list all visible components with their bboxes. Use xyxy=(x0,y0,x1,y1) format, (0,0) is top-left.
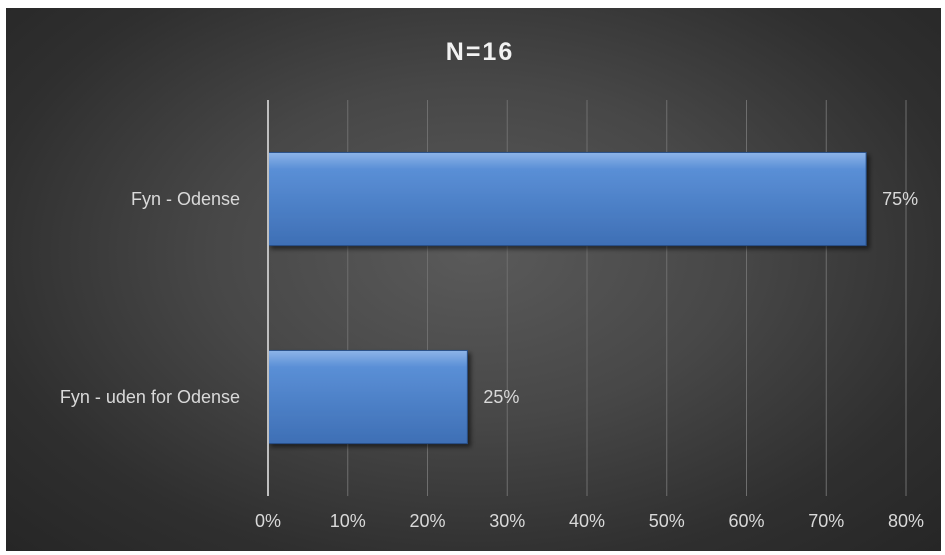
bar xyxy=(268,350,467,443)
x-tick-label: 70% xyxy=(808,511,844,531)
x-tick-label: 20% xyxy=(409,511,445,531)
bar xyxy=(268,152,866,245)
data-label: 25% xyxy=(483,387,519,407)
x-tick-label: 10% xyxy=(330,511,366,531)
x-tick-label: 80% xyxy=(888,511,924,531)
x-tick-label: 50% xyxy=(649,511,685,531)
chart-title: N=16 xyxy=(446,38,514,66)
x-tick-label: 0% xyxy=(255,511,281,531)
x-tick-label: 30% xyxy=(489,511,525,531)
category-label: Fyn - Odense xyxy=(131,189,240,209)
x-tick-label: 60% xyxy=(728,511,764,531)
chart-area: N=16 0% 10% 20% 30% 40% 50% 60% 70% 80% Fyn - Ode… xyxy=(6,8,941,551)
category-label: Fyn - uden for Odense xyxy=(60,387,240,407)
bar-chart: N=16 0% 10% 20% 30% 40% 50% 60% 70% 80% Fyn - Ode… xyxy=(6,8,941,551)
bars xyxy=(268,152,866,443)
x-tick-label: 40% xyxy=(569,511,605,531)
data-label: 75% xyxy=(882,189,918,209)
